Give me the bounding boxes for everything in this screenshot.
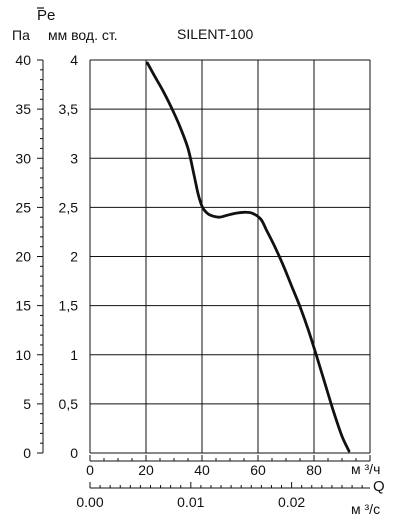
y-left-tick-label: 15	[15, 298, 31, 314]
x-unit-main-label: м ³/ч	[351, 461, 380, 477]
y-left-tick-label: 20	[15, 249, 31, 265]
x-main-tick-labels: 0 20 40 60 80	[86, 462, 322, 478]
grid	[89, 59, 371, 454]
y-right-tick-label: 4	[70, 52, 78, 68]
x-main-tick-label: 40	[194, 462, 210, 478]
y-right-tick-label: 2,5	[59, 199, 79, 215]
y-right-tick-label: 3,5	[59, 101, 79, 117]
y-unit-right-label: мм вод. ст.	[48, 27, 118, 43]
y-right-tick-label: 2	[70, 249, 78, 265]
x-secondary-minor-ticks	[89, 482, 363, 488]
axes	[42, 60, 370, 489]
y-left-tick-label: 5	[23, 396, 31, 412]
y-left-tick-label: 10	[15, 347, 31, 363]
x-main-tick-label: 60	[250, 462, 266, 478]
x-main-minor-ticks	[89, 455, 371, 461]
y-left-tick-label: 35	[15, 101, 31, 117]
y-right-tick-label: 1,5	[59, 298, 79, 314]
y-right-tick-label: 1	[70, 347, 78, 363]
y-quantity-label: Pe	[37, 7, 55, 24]
y-unit-left-label: Па	[12, 27, 30, 43]
y-left-tick-label: 0	[23, 445, 31, 461]
x-quantity-label: Q	[373, 478, 385, 495]
x-secondary-tick-label: 0.02	[278, 494, 305, 510]
x-main-tick-label: 20	[138, 462, 154, 478]
x-secondary-tick-label: 0.01	[177, 494, 204, 510]
x-main-tick-label: 0	[86, 462, 94, 478]
y-right-tick-label: 0,5	[59, 396, 79, 412]
left-tick-labels: 40 35 30 25 20 15 10 5 0	[15, 52, 31, 461]
y-left-tick-label: 40	[15, 52, 31, 68]
y-right-tick-label: 0	[70, 445, 78, 461]
x-secondary-tick-labels: 0.00 0.01 0.02	[76, 494, 305, 510]
x-main-tick-label: 80	[306, 462, 322, 478]
series-line	[146, 61, 351, 453]
left-minor-ticks	[37, 59, 43, 454]
chart-title: SILENT-100	[177, 26, 253, 42]
right-tick-labels: 4 3,5 3 2,5 2 1,5 1 0,5 0	[59, 52, 79, 461]
x-secondary-tick-label: 0.00	[76, 494, 103, 510]
y-left-tick-label: 25	[15, 199, 31, 215]
y-left-tick-label: 30	[15, 150, 31, 166]
x-unit-secondary-label: м ³/с	[351, 501, 380, 517]
y-right-tick-label: 3	[70, 150, 78, 166]
